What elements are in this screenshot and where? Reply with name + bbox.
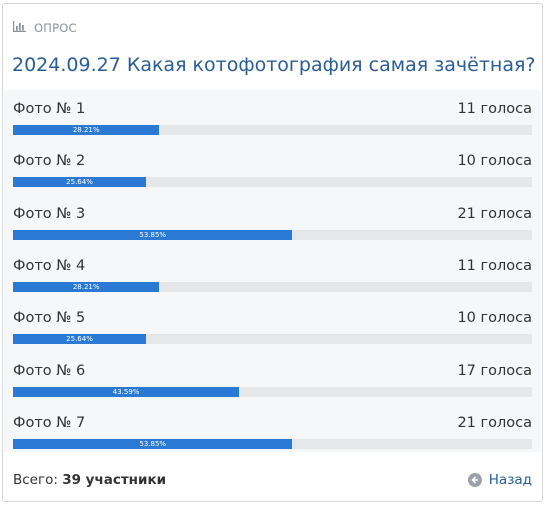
poll-option-row: Фото № 6 17 голоса 43.59% xyxy=(13,363,532,403)
poll-option-votes: 21 голоса xyxy=(457,415,532,431)
poll-option-votes: 17 голоса xyxy=(457,363,532,379)
poll-option-votes: 21 голоса xyxy=(457,206,532,222)
poll-option-label: Фото № 5 xyxy=(13,310,86,326)
poll-total-prefix: Всего: xyxy=(13,472,58,488)
poll-option-row: Фото № 5 10 голоса 25.64% xyxy=(13,310,532,350)
poll-option-label: Фото № 7 xyxy=(13,415,86,431)
poll-option-percent: 28.21% xyxy=(72,126,100,134)
poll-option-bar-track: 53.85% xyxy=(13,439,532,449)
poll-option-percent: 25.64% xyxy=(66,335,93,343)
back-button[interactable]: Назад xyxy=(467,472,532,488)
poll-option-bar-track: 43.59% xyxy=(13,387,532,397)
poll-option-label: Фото № 6 xyxy=(13,363,86,379)
poll-option-label: Фото № 2 xyxy=(13,153,86,169)
poll-option-bar-fill: 25.64% xyxy=(13,334,147,344)
poll-option-row: Фото № 4 11 голоса 28.21% xyxy=(13,258,532,298)
poll-option-bar-fill: 43.59% xyxy=(13,387,240,397)
poll-header-label: ОПРОС xyxy=(34,21,77,35)
poll-option-votes: 10 голоса xyxy=(457,153,532,169)
poll-option-label: Фото № 1 xyxy=(13,101,86,117)
poll-option-bar-fill: 28.21% xyxy=(13,282,160,292)
poll-widget: ОПРОС 2024.09.27 Какая котофотография са… xyxy=(2,3,543,502)
poll-option-percent: 43.59% xyxy=(112,388,140,396)
poll-option-bar-track: 28.21% xyxy=(13,282,532,292)
poll-option-label: Фото № 4 xyxy=(13,258,86,274)
poll-title: 2024.09.27 Какая котофотография самая за… xyxy=(12,54,536,76)
poll-option-votes: 11 голоса xyxy=(457,101,532,117)
poll-option-percent: 25.64% xyxy=(66,178,93,186)
poll-option-bar-track: 25.64% xyxy=(13,177,532,187)
arrow-left-circle-icon xyxy=(467,473,482,487)
back-label: Назад xyxy=(488,472,532,488)
poll-option-row: Фото № 2 10 голоса 25.64% xyxy=(13,153,532,193)
poll-option-row: Фото № 7 21 голоса 53.85% xyxy=(13,415,532,455)
poll-results: Фото № 1 11 голоса 28.21% Фото № 2 10 голоса… xyxy=(4,90,541,452)
poll-option-percent: 28.21% xyxy=(72,283,100,291)
bar-chart-icon xyxy=(13,21,26,35)
poll-option-votes: 10 голоса xyxy=(457,310,532,326)
poll-option-row: Фото № 1 11 голоса 28.21% xyxy=(13,101,532,141)
poll-header: ОПРОС xyxy=(13,19,77,37)
poll-option-bar-fill: 53.85% xyxy=(13,439,293,449)
poll-option-row: Фото № 3 21 голоса 53.85% xyxy=(13,206,532,246)
poll-option-bar-track: 53.85% xyxy=(13,230,532,240)
poll-option-bar-fill: 53.85% xyxy=(13,230,293,240)
poll-option-label: Фото № 3 xyxy=(13,206,86,222)
poll-option-bar-fill: 28.21% xyxy=(13,125,160,135)
poll-option-votes: 11 голоса xyxy=(457,258,532,274)
poll-total: Всего: 39 участники xyxy=(13,472,166,488)
poll-option-bar-track: 25.64% xyxy=(13,334,532,344)
poll-option-percent: 53.85% xyxy=(139,231,167,239)
poll-option-percent: 53.85% xyxy=(139,440,167,448)
poll-option-bar-fill: 25.64% xyxy=(13,177,147,187)
poll-total-value: 39 участники xyxy=(62,472,167,488)
poll-option-bar-track: 28.21% xyxy=(13,125,532,135)
